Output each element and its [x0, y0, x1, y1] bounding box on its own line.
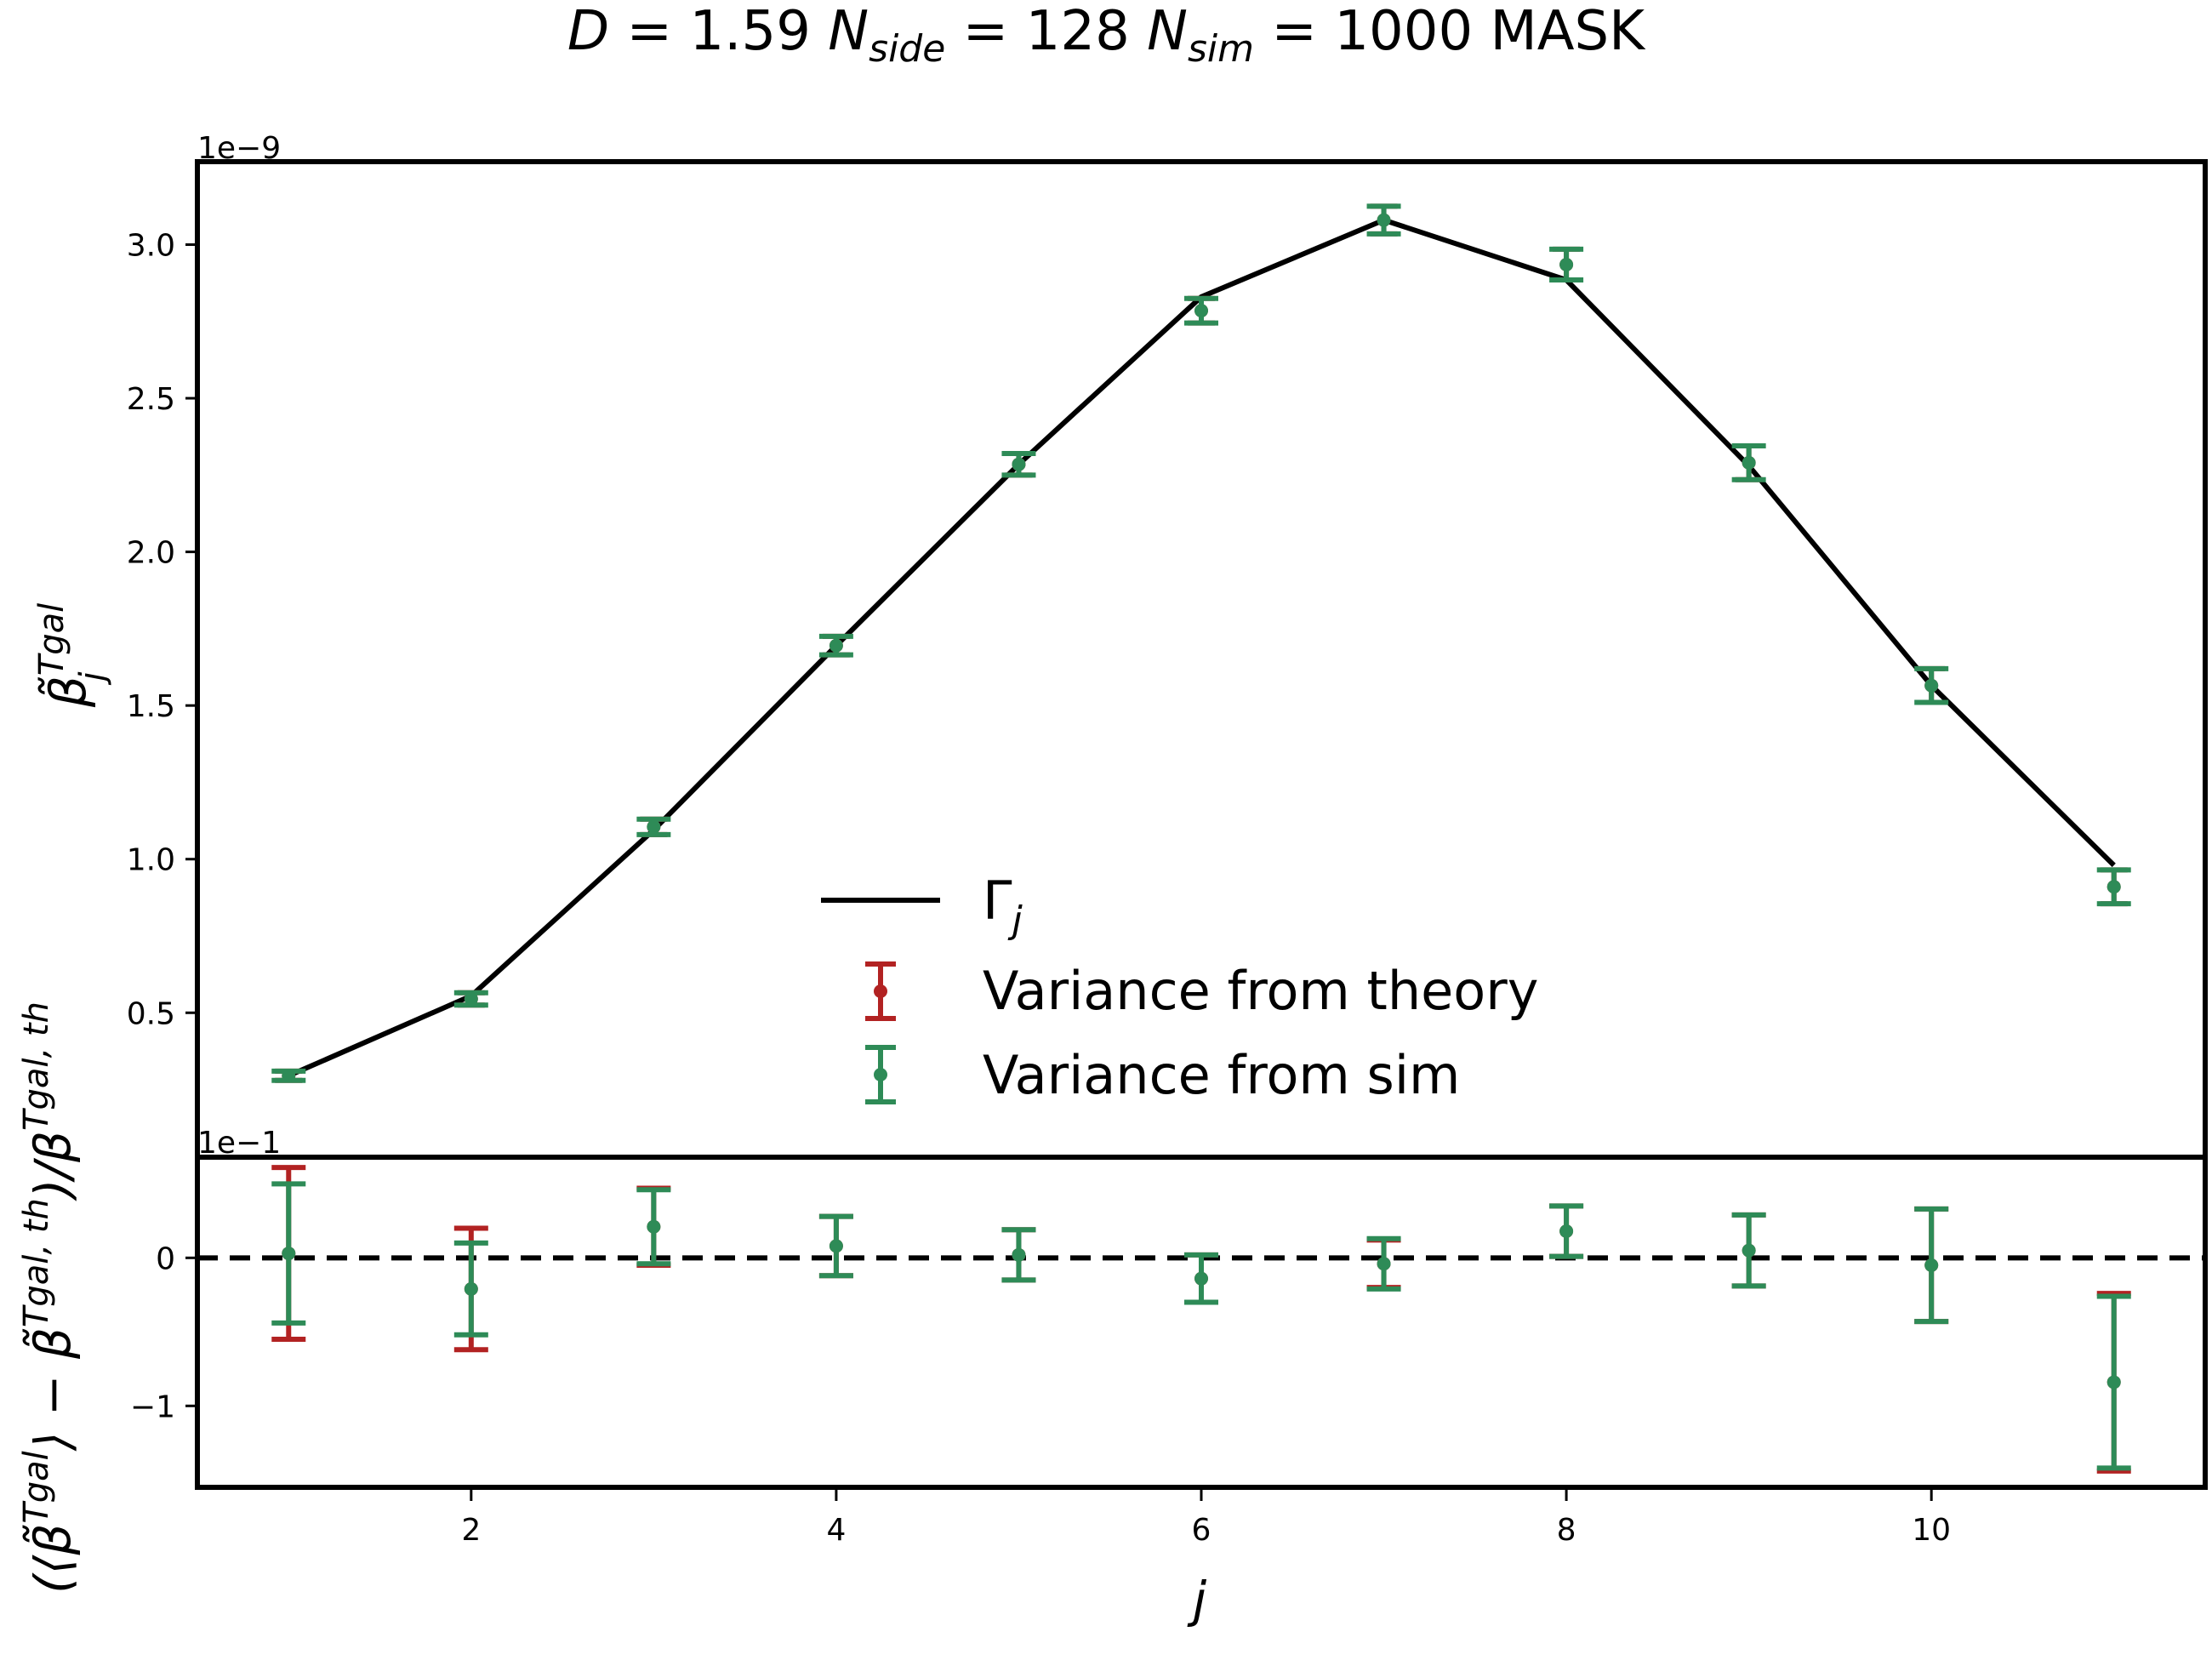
top-sim-point	[829, 638, 843, 653]
top-y-tick-label: 1.0	[127, 843, 175, 878]
bottom-sim-point	[1012, 1247, 1026, 1262]
top-sim-point	[647, 819, 661, 834]
bottom-sim-point	[1377, 1257, 1391, 1271]
bottom-sim-point	[1924, 1258, 1939, 1273]
top-sim-point	[1559, 257, 1574, 271]
bottom-sim-point	[2107, 1375, 2121, 1389]
bottom-sim-point	[464, 1281, 478, 1296]
top-sim-point	[282, 1069, 296, 1083]
x-tick-label: 8	[1557, 1513, 1576, 1548]
bottom-sim-point	[1742, 1243, 1756, 1258]
legend: Γj Variance from theory Variance from si…	[821, 870, 1538, 1106]
legend-theory-label: Variance from theory	[983, 960, 1538, 1022]
top-offset-label: 1e−9	[197, 131, 281, 166]
bottom-panel: 1e−1 −1 0 2 4 6 8 10 j (⟨β̃Tgal⟩ − β̃Tgal, th…	[17, 1001, 2208, 1629]
top-y-ticks: 0.5 1.0 1.5 2.0 2.5 3.0	[127, 229, 197, 1031]
bottom-marks	[197, 1165, 2205, 1474]
top-marks	[271, 203, 2131, 1083]
top-y-tick-label: 2.5	[127, 382, 175, 417]
bottom-y-tick-label: −1	[130, 1389, 175, 1424]
x-tick-label: 2	[461, 1513, 481, 1548]
top-sim-point	[1924, 678, 1939, 693]
x-tick-label: 10	[1912, 1513, 1951, 1548]
bottom-sim-point	[1194, 1271, 1208, 1286]
x-tick-label: 4	[826, 1513, 846, 1548]
bottom-y-tick-label: 0	[156, 1241, 175, 1276]
legend-line-label: Γj	[983, 870, 1023, 942]
legend-theory-point	[874, 984, 887, 998]
top-y-axis-title: β̃Tgalj	[32, 603, 112, 708]
bottom-x-ticks: 2 4 6 8 10	[461, 1487, 1951, 1548]
top-sim-point	[464, 992, 478, 1007]
gamma-line	[288, 217, 2116, 1079]
legend-sim-point	[874, 1068, 887, 1081]
legend-theory-swatch	[865, 961, 896, 1021]
top-y-tick-label: 1.5	[127, 689, 175, 724]
bottom-panel-frame	[195, 1155, 2208, 1490]
top-y-tick-label: 2.0	[127, 536, 175, 571]
x-axis-title: j	[1187, 1571, 1207, 1629]
top-sim-point	[1194, 304, 1208, 318]
bottom-y-axis-title: (⟨β̃Tgal⟩ − β̃Tgal, th)/βTgal, th	[17, 1001, 82, 1594]
legend-sim-swatch	[865, 1045, 896, 1104]
bottom-sim-point	[829, 1239, 843, 1253]
chart-title: D = 1.59 Nside = 128 Nsim = 1000 MASK	[567, 0, 1646, 71]
top-y-tick-label: 0.5	[127, 996, 175, 1031]
top-sim-point	[2107, 880, 2121, 894]
top-sim-point	[1377, 213, 1391, 227]
x-tick-label: 6	[1192, 1513, 1211, 1548]
legend-sim-label: Variance from sim	[983, 1044, 1460, 1106]
top-sim-point	[1742, 455, 1756, 470]
bottom-offset-label: 1e−1	[197, 1126, 281, 1161]
bottom-y-ticks: −1 0	[130, 1241, 197, 1424]
top-sim-point	[1012, 457, 1026, 471]
bottom-sim-point	[647, 1219, 661, 1234]
bottom-sim-point	[282, 1247, 296, 1261]
top-y-tick-label: 3.0	[127, 229, 175, 264]
bottom-sim-point	[1559, 1224, 1574, 1238]
